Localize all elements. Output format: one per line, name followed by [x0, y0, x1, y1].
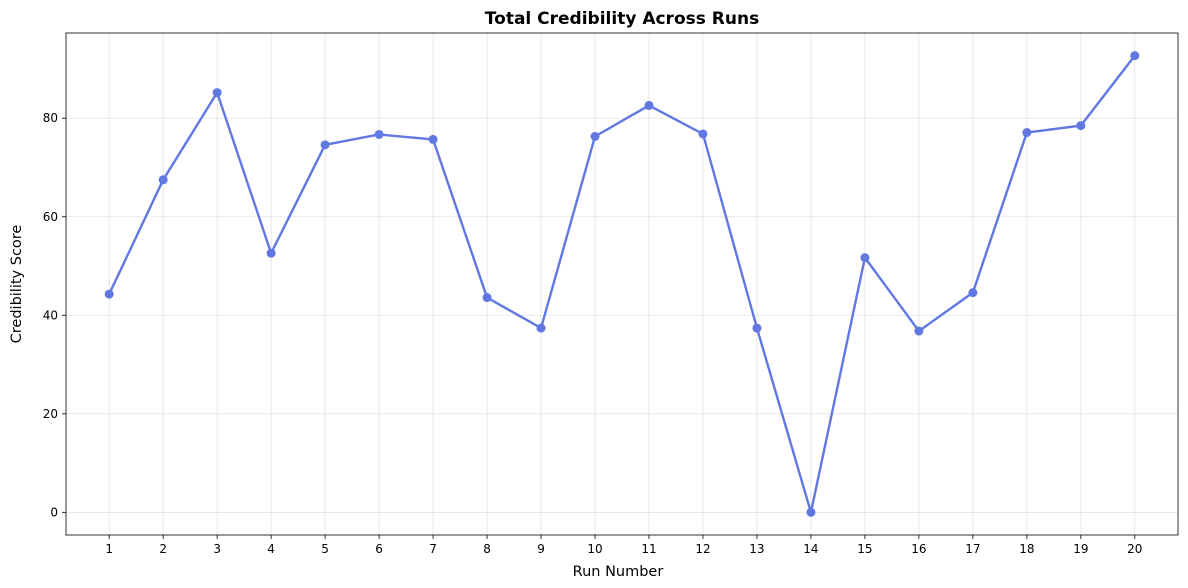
x-tick-label: 7: [429, 542, 437, 556]
data-point: [428, 134, 438, 144]
y-tick-label: 80: [43, 111, 58, 125]
chart-title: Total Credibility Across Runs: [485, 9, 759, 29]
data-point: [644, 100, 654, 110]
series-line: [108, 54, 1136, 514]
x-tick-label: 15: [857, 542, 872, 556]
x-tick-label: 11: [641, 542, 656, 556]
data-point: [104, 289, 114, 299]
plot-frame: [65, 32, 1179, 536]
data-point: [806, 507, 816, 517]
x-tick-label: 14: [803, 542, 818, 556]
x-tick-label: 5: [321, 542, 329, 556]
x-tick-label: 10: [587, 542, 602, 556]
x-tick-label: 2: [159, 542, 167, 556]
data-point: [1076, 121, 1086, 131]
y-tick-label: 20: [43, 407, 58, 421]
x-tick-label: 1: [105, 542, 113, 556]
x-tick-label: 13: [749, 542, 764, 556]
data-point: [914, 326, 924, 336]
x-tick-label: 18: [1019, 542, 1034, 556]
data-point: [374, 129, 384, 139]
x-tick-label: 16: [911, 542, 926, 556]
series-group: [104, 51, 1140, 517]
x-tick-label: 8: [483, 542, 491, 556]
x-tick-label: 12: [695, 542, 710, 556]
y-tick-label: 0: [50, 505, 58, 519]
data-point: [212, 88, 222, 98]
x-tick-label: 17: [965, 542, 980, 556]
x-tick-label: 3: [213, 542, 221, 556]
data-point: [860, 253, 870, 263]
x-tick-label: 19: [1073, 542, 1088, 556]
data-point: [158, 175, 168, 185]
data-point: [590, 131, 600, 141]
data-point: [1130, 51, 1140, 61]
data-point: [752, 323, 762, 333]
x-axis-label: Run Number: [573, 564, 664, 580]
data-point: [266, 248, 276, 258]
data-point: [698, 129, 708, 139]
grid: [66, 33, 1178, 535]
x-tick-label: 9: [537, 542, 545, 556]
data-point: [1022, 128, 1032, 138]
y-tick-label: 60: [43, 210, 58, 224]
y-axis-label: Credibility Score: [9, 225, 25, 344]
data-point: [482, 293, 492, 303]
y-tick-label: 40: [43, 308, 58, 322]
x-tick-label: 4: [267, 542, 275, 556]
x-tick-label: 6: [375, 542, 383, 556]
data-point: [968, 288, 978, 298]
x-tick-label: 20: [1127, 542, 1142, 556]
data-point: [536, 323, 546, 333]
data-point: [320, 140, 330, 150]
